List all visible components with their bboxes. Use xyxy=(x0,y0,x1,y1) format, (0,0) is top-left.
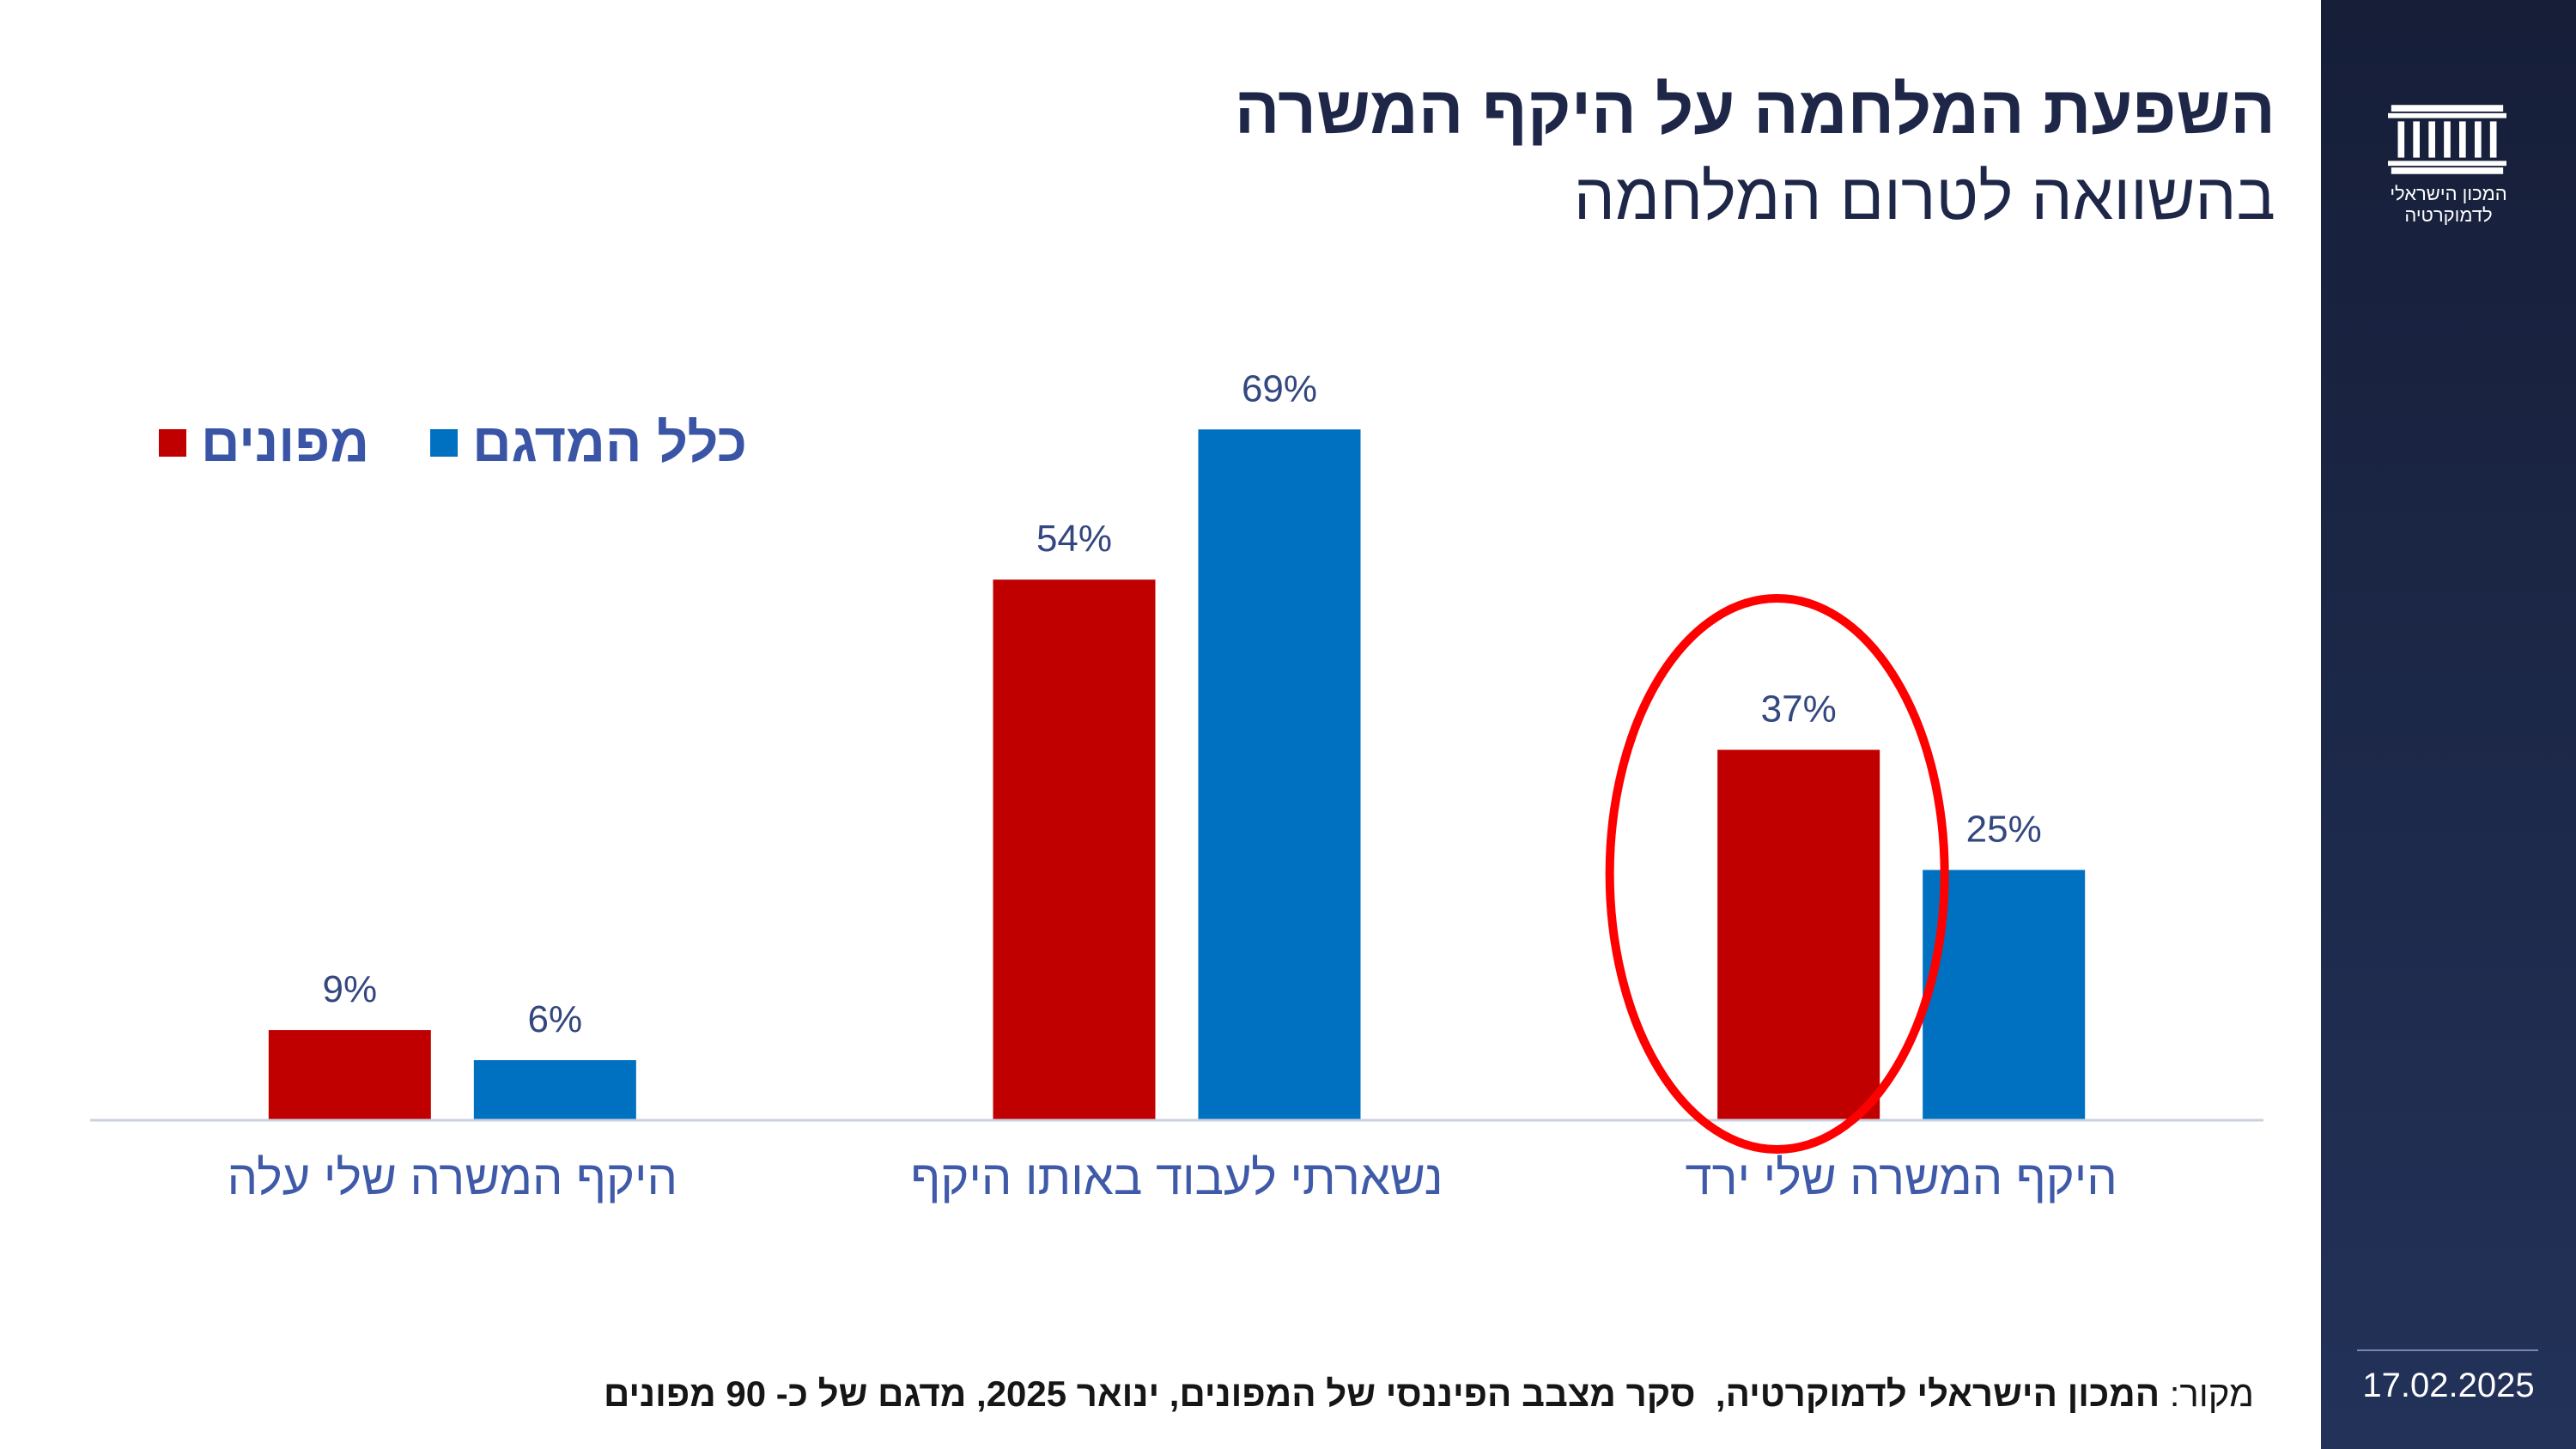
legend-swatch-blue xyxy=(430,429,459,457)
category-label-0: היקף המשרה שלי ירד xyxy=(1686,1150,2117,1204)
category-label-2: היקף המשרה שלי עלה xyxy=(228,1150,677,1204)
legend-label: כלל המדגם xyxy=(472,413,747,473)
category-labels: היקף המשרה שלי ירד נשארתי לעבוד באותו היק… xyxy=(228,1150,2117,1204)
data-labels: 25% 69% 6% 37% 54% 9% xyxy=(323,367,2042,1040)
building-columns-icon xyxy=(2388,105,2506,174)
source-text: המכון הישראלי לדמוקרטיה, סקר מצבב הפיננס… xyxy=(603,1373,2160,1414)
legend-label: מפונים xyxy=(200,413,370,473)
slide-date: 17.02.2025 xyxy=(2362,1367,2535,1404)
sidebar-divider xyxy=(2357,1349,2538,1351)
bar-series0-cat2 xyxy=(473,1060,636,1120)
legend-item-evacuees: מפונים xyxy=(158,410,370,476)
bar-series1-cat1 xyxy=(993,579,1156,1120)
highlight-ellipse xyxy=(1605,594,1949,1154)
legend-swatch-red xyxy=(158,429,186,457)
data-label-series1-cat1: 54% xyxy=(1036,518,1112,560)
slide-title: השפעת המלחמה על היקף המשרה xyxy=(1234,72,2275,148)
bar-series0-cat0 xyxy=(1923,870,2086,1120)
data-label-series1-cat2: 9% xyxy=(323,968,378,1010)
bar-series0-cat1 xyxy=(1198,429,1361,1121)
source-note: מקור: המכון הישראלי לדמוקרטיה, סקר מצבב … xyxy=(604,1373,2254,1416)
category-label-1: נשארתי לעבוד באותו היקף xyxy=(910,1150,1443,1204)
bar-series1-cat0 xyxy=(1717,749,1880,1120)
slide-subtitle: בהשוואה לטרום המלחמה xyxy=(1573,161,2275,233)
bar-chart: 25% 69% 6% 37% 54% 9% היקף המשרה שלי ירד נשארתי… xyxy=(90,367,2263,1204)
bar-series1-cat2 xyxy=(268,1030,431,1120)
sidebar: המכון הישראלי לדמוקרטיה 17.02.2025 xyxy=(2321,0,2576,1449)
legend-item-all-sample: כלל המדגם xyxy=(430,410,747,476)
data-label-series1-cat0: 37% xyxy=(1761,688,1837,730)
data-label-series0-cat2: 6% xyxy=(528,998,583,1040)
logo-text-line2: לדמוקרטיה xyxy=(2404,204,2493,226)
logo-text-line1: המכון הישראלי xyxy=(2390,183,2507,204)
bars xyxy=(268,429,2086,1121)
data-label-series0-cat1: 69% xyxy=(1242,367,1317,409)
chart-legend: כלל המדגם מפונים xyxy=(158,410,747,476)
source-label: מקור: xyxy=(2169,1373,2254,1414)
data-label-series0-cat0: 25% xyxy=(1966,808,2042,850)
